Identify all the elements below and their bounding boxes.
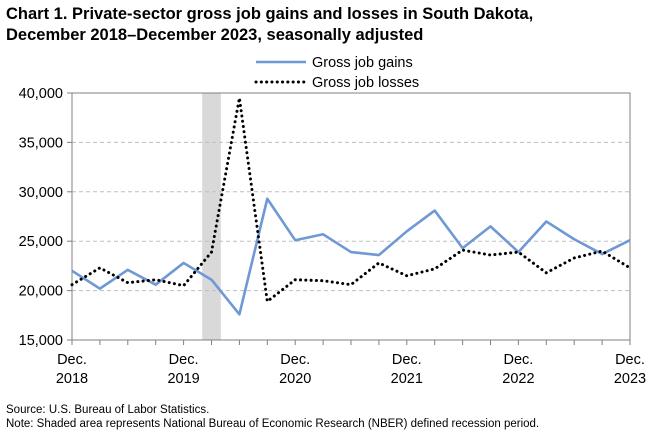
x-tick-label: Dec. 2018 bbox=[56, 352, 88, 387]
x-tick-month: Dec. bbox=[503, 352, 533, 368]
y-axis: 15,000 20,000 25,000 30,000 35,000 40,000 bbox=[19, 86, 72, 349]
y-tick-label: 40,000 bbox=[19, 86, 63, 102]
x-tick-label: Dec. 2020 bbox=[279, 352, 311, 387]
x-tick-year: 2022 bbox=[502, 371, 534, 387]
x-tick-year: 2023 bbox=[614, 371, 646, 387]
plot-area-border bbox=[71, 92, 631, 341]
x-tick-label: Dec. 2023 bbox=[614, 352, 646, 387]
x-tick-label: Dec. 2019 bbox=[167, 352, 199, 387]
gross-job-losses-line bbox=[70, 96, 632, 303]
x-tick-year: 2020 bbox=[279, 371, 311, 387]
y-tick-label: 15,000 bbox=[19, 333, 63, 349]
chart-title-line-1: Chart 1. Private-sector gross job gains … bbox=[6, 5, 534, 23]
x-tick-year: 2021 bbox=[391, 371, 423, 387]
legend: Gross job gains Gross job losses bbox=[254, 55, 419, 91]
recession-note: Note: Shaded area represents National Bu… bbox=[6, 418, 540, 430]
x-tick-year: 2018 bbox=[56, 371, 88, 387]
y-tick-label: 35,000 bbox=[19, 135, 63, 151]
x-tick-month: Dec. bbox=[615, 352, 645, 368]
x-tick-month: Dec. bbox=[169, 352, 199, 368]
chart-title: Chart 1. Private-sector gross job gains … bbox=[6, 4, 533, 46]
x-tick-label: Dec. 2022 bbox=[502, 352, 534, 387]
y-tick-label: 30,000 bbox=[19, 185, 63, 201]
y-tick-label: 20,000 bbox=[19, 284, 63, 300]
x-tick-month: Dec. bbox=[57, 352, 87, 368]
x-tick-month: Dec. bbox=[392, 352, 422, 368]
legend-label-gross-job-gains: Gross job gains bbox=[312, 55, 413, 71]
x-tick-month: Dec. bbox=[280, 352, 310, 368]
series-layer bbox=[70, 96, 632, 316]
gross-job-gains-line bbox=[71, 197, 631, 316]
x-tick-year: 2019 bbox=[167, 371, 199, 387]
chart-title-line-2: December 2018–December 2023, seasonally … bbox=[6, 26, 424, 44]
x-axis: Dec. 2018 Dec. 2019 Dec. 2020 Dec. 2021 Dec. 2022… bbox=[56, 340, 646, 387]
x-tick-label: Dec. 2021 bbox=[391, 352, 423, 387]
gridlines bbox=[72, 141, 630, 292]
y-tick-label: 25,000 bbox=[19, 234, 63, 250]
source-note: Source: U.S. Bureau of Labor Statistics. bbox=[6, 404, 210, 416]
footnotes: Source: U.S. Bureau of Labor Statistics.… bbox=[6, 403, 539, 431]
legend-label-gross-job-losses: Gross job losses bbox=[312, 75, 419, 91]
